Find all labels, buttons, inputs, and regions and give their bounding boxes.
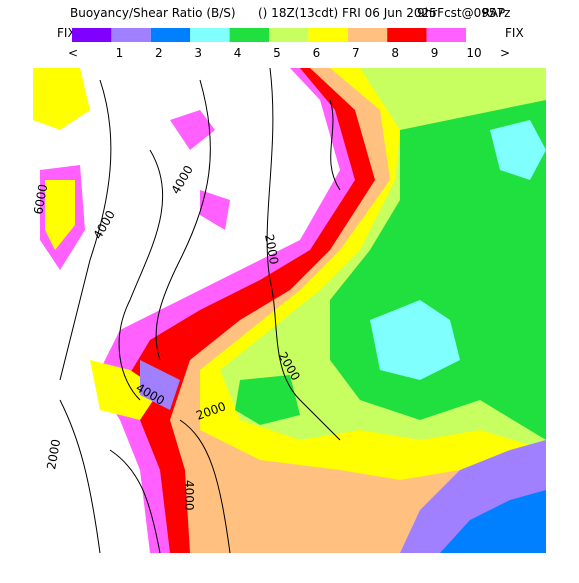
- contour-label: 6000: [31, 183, 50, 216]
- map: [33, 67, 546, 554]
- color-box: [111, 28, 151, 42]
- color-box: [387, 28, 427, 42]
- color-label: 2: [155, 46, 163, 60]
- fix-left: FIX: [57, 26, 76, 40]
- prev-arrow: <: [68, 46, 78, 60]
- fix-right: FIX: [505, 26, 524, 40]
- forecast: 9hrFcst@0957z: [417, 6, 510, 20]
- color-box: [347, 28, 388, 42]
- color-box: [150, 28, 191, 42]
- color-box: [229, 28, 269, 42]
- color-label: 5: [273, 46, 281, 60]
- title-time: () 18Z(13cdt) FRI 06 Jun 2025: [258, 6, 437, 20]
- color-label: 3: [194, 46, 202, 60]
- color-label: 9: [431, 46, 439, 60]
- color-box: [72, 28, 112, 42]
- color-label: 4: [234, 46, 242, 60]
- title: Buoyancy/Shear Ratio (B/S): [70, 6, 236, 20]
- color-box: [308, 28, 348, 42]
- color-label: 10: [466, 46, 481, 60]
- color-label: 1: [116, 46, 124, 60]
- color-bar: 1 2 3 4 5 6 7 8 9 10: [72, 28, 482, 60]
- color-box: [426, 28, 466, 42]
- color-label: 7: [352, 46, 360, 60]
- color-label: 6: [313, 46, 321, 60]
- contour-label: 4000: [182, 480, 196, 511]
- contour-label: 2000: [44, 438, 63, 471]
- contour-label: 2000: [262, 233, 281, 266]
- color-label: 8: [391, 46, 399, 60]
- color-box: [269, 28, 309, 42]
- color-box: [190, 28, 230, 42]
- model: RAP: [482, 6, 505, 20]
- next-arrow: >: [500, 46, 510, 60]
